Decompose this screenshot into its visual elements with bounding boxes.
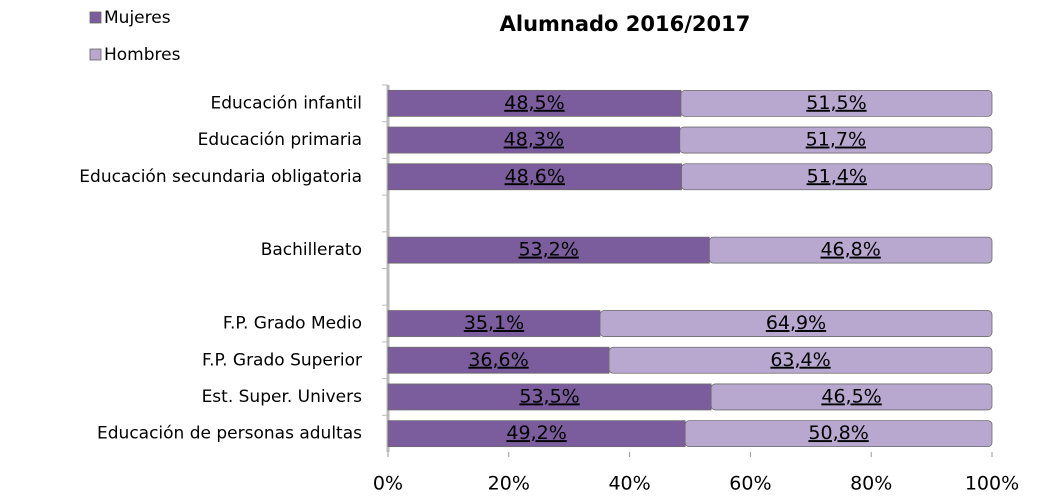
legend-swatch bbox=[89, 48, 102, 61]
y-tick-label: Bachillerato bbox=[261, 240, 362, 260]
bar-segment bbox=[680, 89, 993, 117]
bar-segment bbox=[684, 420, 993, 448]
y-tick-label: Educación infantil bbox=[210, 93, 362, 113]
x-tick-label: 20% bbox=[488, 473, 530, 495]
legend-swatch bbox=[89, 11, 102, 24]
y-tick-label: Educación de personas adultas bbox=[97, 424, 362, 444]
value-label: 49,2% bbox=[506, 422, 566, 444]
bar-segment bbox=[679, 126, 993, 154]
y-tick-label: F.P. Grado Superior bbox=[202, 350, 362, 370]
bar-segment bbox=[387, 383, 712, 411]
bar-segment bbox=[387, 163, 682, 191]
bar-segment bbox=[708, 236, 993, 264]
value-label: 48,5% bbox=[504, 92, 564, 114]
value-label: 46,8% bbox=[820, 239, 880, 261]
x-tick-label: 80% bbox=[850, 473, 892, 495]
bar-segment bbox=[387, 126, 681, 154]
value-label: 36,6% bbox=[468, 349, 528, 371]
bar-segment bbox=[387, 346, 610, 374]
value-label: 35,1% bbox=[464, 312, 524, 334]
value-label: 64,9% bbox=[766, 312, 826, 334]
bar-segment bbox=[608, 346, 993, 374]
value-label: 50,8% bbox=[808, 422, 868, 444]
y-tick-label: Educación primaria bbox=[198, 130, 362, 150]
x-tick-label: 60% bbox=[729, 473, 771, 495]
bar-segment bbox=[599, 310, 993, 337]
legend-label: Mujeres bbox=[104, 8, 171, 28]
bar-segment bbox=[387, 236, 710, 264]
bar-segment bbox=[710, 383, 993, 411]
value-label: 48,6% bbox=[505, 165, 565, 187]
value-label: 48,3% bbox=[504, 129, 564, 151]
chart-title: Alumnado 2016/2017 bbox=[500, 12, 751, 36]
value-label: 53,5% bbox=[519, 385, 579, 407]
bar-segment bbox=[387, 420, 686, 448]
value-label: 51,7% bbox=[806, 129, 866, 151]
value-label: 51,4% bbox=[807, 165, 867, 187]
x-tick-label: 0% bbox=[373, 473, 403, 495]
legend-label: Hombres bbox=[104, 45, 181, 65]
value-label: 46,5% bbox=[821, 385, 881, 407]
y-tick-label: Educación secundaria obligatoria bbox=[79, 167, 362, 187]
x-tick-label: 100% bbox=[965, 473, 1019, 495]
x-tick-label: 40% bbox=[608, 473, 650, 495]
value-label: 63,4% bbox=[770, 349, 830, 371]
value-label: 53,2% bbox=[518, 239, 578, 261]
value-label: 51,5% bbox=[806, 92, 866, 114]
y-tick-label: F.P. Grado Medio bbox=[223, 314, 362, 334]
bar-segment bbox=[681, 163, 993, 191]
bar-segment bbox=[387, 89, 682, 117]
y-tick-label: Est. Super. Univers bbox=[202, 387, 363, 407]
